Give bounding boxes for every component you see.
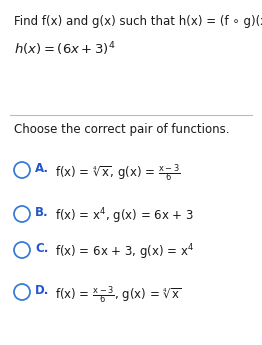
Text: B.: B.: [35, 206, 49, 219]
Text: D.: D.: [35, 284, 49, 297]
Text: A.: A.: [35, 162, 49, 175]
Text: f(x) = x$\mathregular{^4}$, g(x) = 6x + 3: f(x) = x$\mathregular{^4}$, g(x) = 6x + …: [55, 206, 194, 226]
Text: f(x) = $\mathregular{\frac{x-3}{6}}$, g(x) = $\mathregular{\sqrt[4]{x}}$: f(x) = $\mathregular{\frac{x-3}{6}}$, g(…: [55, 284, 182, 306]
Text: f(x) = $\mathregular{\sqrt[4]{x}}$, g(x) = $\mathregular{\frac{x-3}{6}}$: f(x) = $\mathregular{\sqrt[4]{x}}$, g(x)…: [55, 162, 181, 184]
Text: Choose the correct pair of functions.: Choose the correct pair of functions.: [14, 123, 230, 136]
Text: $h(x) = (6x + 3)^4$: $h(x) = (6x + 3)^4$: [14, 40, 116, 58]
Text: Find f(x) and g(x) such that h(x) = (f ∘ g)(x).: Find f(x) and g(x) such that h(x) = (f ∘…: [14, 15, 262, 28]
Text: C.: C.: [35, 242, 48, 255]
Text: f(x) = 6x + 3, g(x) = x$\mathregular{^4}$: f(x) = 6x + 3, g(x) = x$\mathregular{^4}…: [55, 242, 194, 262]
